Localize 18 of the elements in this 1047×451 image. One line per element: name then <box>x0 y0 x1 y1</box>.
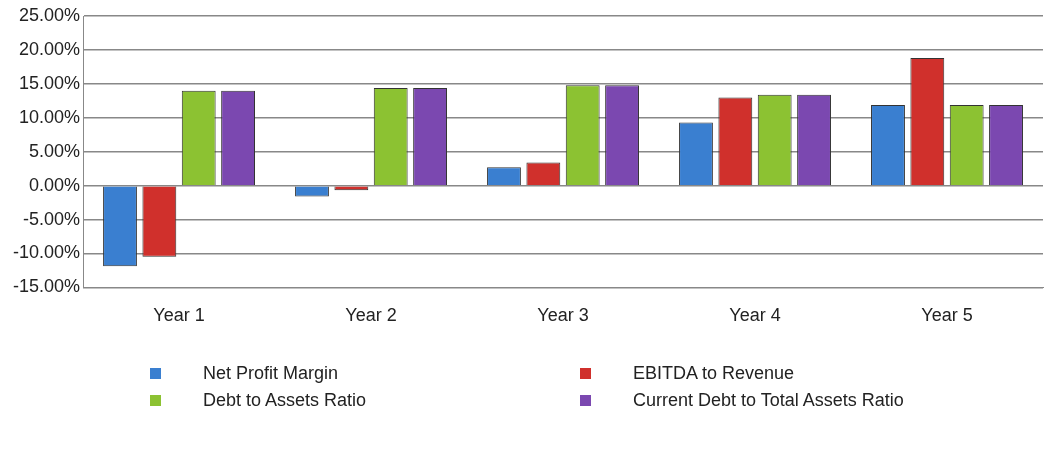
x-tick-label: Year 2 <box>345 305 397 326</box>
legend-label: Net Profit Margin <box>203 363 339 384</box>
y-tick-label: 25.00% <box>18 4 81 25</box>
y-tick-label: 0.00% <box>29 174 81 195</box>
y-tick-label: 15.00% <box>18 72 81 93</box>
legend-label: EBITDA to Revenue <box>633 363 795 384</box>
y-tick-label: 20.00% <box>18 38 81 59</box>
x-tick-label: Year 4 <box>729 305 781 326</box>
x-tick-label: Year 3 <box>537 305 589 326</box>
legend-label: Current Debt to Total Assets Ratio <box>633 390 904 411</box>
y-tick-label: -10.00% <box>13 242 81 263</box>
y-tick-label: 10.00% <box>18 106 81 127</box>
x-tick-label: Year 1 <box>153 305 205 326</box>
y-tick-label: -15.00% <box>13 276 81 297</box>
y-tick-label: -5.00% <box>23 208 81 229</box>
y-tick-label: 5.00% <box>29 140 81 161</box>
x-tick-label: Year 5 <box>921 305 973 326</box>
legend-label: Debt to Assets Ratio <box>203 390 367 411</box>
